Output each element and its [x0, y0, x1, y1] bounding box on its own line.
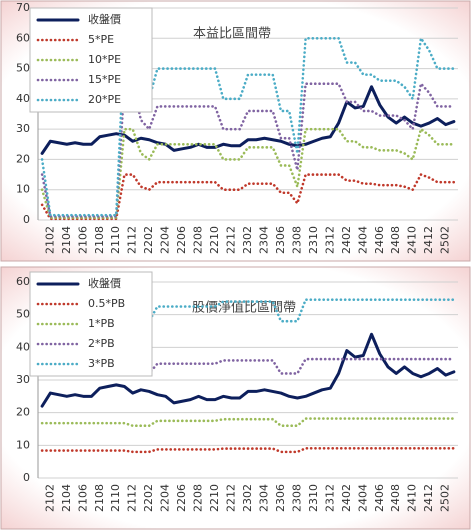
y-tick-label: 30	[16, 122, 30, 135]
y-tick-label: 0	[23, 471, 30, 484]
x-tick-label: 2310	[307, 226, 320, 254]
x-tick-label: 2108	[93, 226, 106, 254]
series-line	[40, 332, 456, 408]
y-tick-label: 40	[16, 92, 30, 105]
x-tick-label: 2204	[159, 226, 172, 254]
x-tick-label: 2106	[76, 226, 89, 254]
series-line	[40, 417, 456, 428]
x-tick-label: 2406	[373, 484, 386, 512]
x-tick-label: 2304	[257, 226, 270, 254]
y-tick-label: 10	[16, 438, 30, 451]
series-line	[40, 36, 456, 217]
x-tick-label: 2112	[126, 226, 139, 254]
x-tick-label: 2402	[340, 226, 353, 254]
x-tick-label: 2208	[192, 226, 205, 254]
x-tick-label: 2302	[241, 484, 254, 512]
x-tick-label: 2404	[356, 484, 369, 512]
x-tick-label: 2108	[93, 484, 106, 512]
x-tick-label: 2502	[439, 226, 452, 254]
legend-label: 0.5*PB	[88, 297, 125, 310]
x-tick-label: 2106	[76, 484, 89, 512]
y-tick-label: 50	[16, 308, 30, 321]
x-tick-label: 2408	[389, 226, 402, 254]
x-tick-label: 2202	[142, 226, 155, 254]
x-tick-label: 2304	[257, 484, 270, 512]
x-tick-label: 2412	[422, 226, 435, 254]
x-tick-label: 2104	[60, 484, 73, 512]
legend-label: 10*PE	[88, 53, 121, 66]
legend-label: 收盤價	[88, 12, 121, 26]
y-tick-label: 40	[16, 340, 30, 353]
y-tick-label: 10	[16, 183, 30, 196]
y-tick-label: 60	[16, 31, 30, 44]
x-tick-label: 2308	[290, 484, 303, 512]
y-tick-label: 30	[16, 373, 30, 386]
y-tick-label: 60	[16, 275, 30, 288]
x-tick-label: 2104	[60, 226, 73, 254]
x-tick-label: 2302	[241, 226, 254, 254]
x-tick-label: 2212	[225, 226, 238, 254]
x-tick-label: 2208	[192, 484, 205, 512]
x-tick-label: 2412	[422, 484, 435, 512]
x-tick-label: 2404	[356, 226, 369, 254]
x-tick-label: 2204	[159, 484, 172, 512]
x-tick-label: 2110	[109, 226, 122, 254]
x-tick-label: 2206	[175, 226, 188, 254]
x-tick-label: 2112	[126, 484, 139, 512]
series-line	[40, 446, 456, 454]
x-tick-label: 2406	[373, 226, 386, 254]
x-tick-label: 2210	[208, 484, 221, 512]
legend-label: 5*PE	[88, 33, 114, 46]
x-tick-label: 2202	[142, 484, 155, 512]
series-line	[40, 85, 456, 155]
series-line	[40, 173, 456, 221]
x-tick-label: 2212	[225, 484, 238, 512]
y-tick-label: 20	[16, 152, 30, 165]
legend-label: 3*PB	[88, 357, 115, 370]
chart-title: 本益比區間帶	[193, 27, 271, 42]
x-tick-label: 2402	[340, 484, 353, 512]
x-tick-label: 2210	[208, 226, 221, 254]
x-tick-label: 2306	[274, 226, 287, 254]
x-tick-label: 2308	[290, 226, 303, 254]
series-line	[40, 82, 456, 218]
y-tick-label: 50	[16, 62, 30, 75]
x-tick-label: 2312	[323, 484, 336, 512]
x-tick-label: 2102	[43, 226, 56, 254]
y-tick-label: 0	[23, 213, 30, 226]
x-tick-label: 2312	[323, 226, 336, 254]
legend-label: 1*PB	[88, 317, 115, 330]
x-tick-label: 2310	[307, 484, 320, 512]
legend-label: 15*PE	[88, 73, 121, 86]
y-tick-label: 70	[16, 1, 30, 14]
x-tick-label: 2410	[406, 226, 419, 254]
x-tick-label: 2410	[406, 484, 419, 512]
y-tick-label: 20	[16, 406, 30, 419]
x-tick-label: 2102	[43, 484, 56, 512]
x-tick-label: 2306	[274, 484, 287, 512]
x-tick-label: 2206	[175, 484, 188, 512]
legend-label: 2*PB	[88, 337, 115, 350]
legend-label: 收盤價	[88, 276, 121, 290]
x-tick-label: 2502	[439, 484, 452, 512]
legend-label: 20*PE	[88, 93, 121, 106]
x-tick-label: 2110	[109, 484, 122, 512]
x-tick-label: 2408	[389, 484, 402, 512]
